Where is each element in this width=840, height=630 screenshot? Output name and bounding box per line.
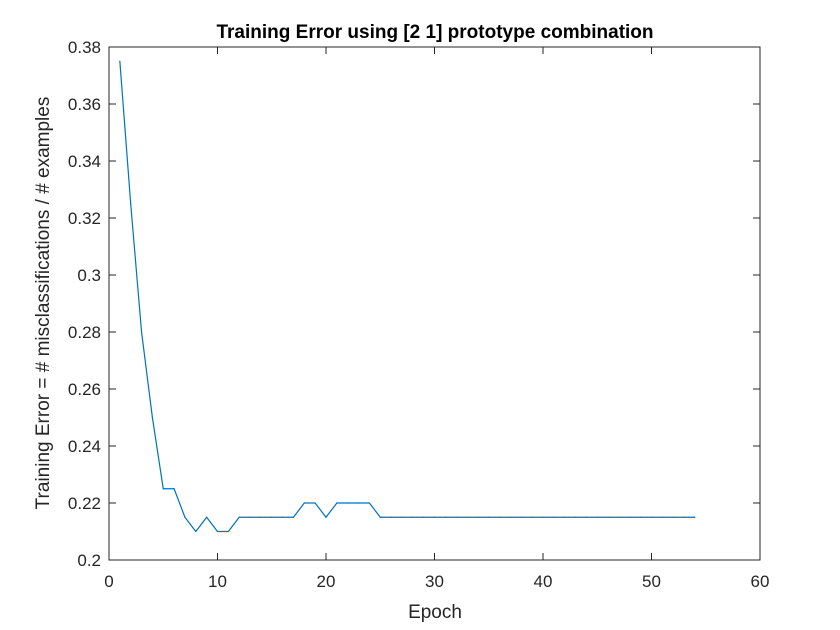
data-point [357, 502, 360, 504]
data-point [444, 516, 446, 518]
y-tick-label: 0.24 [68, 437, 101, 456]
x-axis: 0 10 20 30 40 50 60 [104, 47, 769, 591]
y-axis-label: Training Error = # misclassifications / … [33, 97, 54, 510]
data-point [542, 516, 544, 518]
data-point [477, 516, 479, 518]
data-point [650, 516, 653, 518]
y-tick-label: 0.22 [68, 494, 101, 513]
data-point [195, 530, 197, 533]
data-point [672, 516, 674, 518]
y-tick-label: 0.28 [68, 323, 101, 342]
x-tick-label: 20 [317, 572, 336, 591]
data-point [130, 203, 132, 205]
data-point [488, 516, 490, 518]
x-tick-label: 10 [208, 572, 227, 591]
data-point [336, 502, 338, 504]
x-tick-label: 50 [642, 572, 661, 591]
x-tick-label: 60 [751, 572, 770, 591]
data-point [184, 516, 186, 518]
data-point [249, 516, 251, 518]
data-point [119, 60, 121, 62]
data-point [553, 516, 555, 518]
data-point [140, 331, 143, 333]
data-point [173, 488, 175, 490]
y-tick-label: 0.2 [77, 551, 101, 570]
data-point [390, 516, 392, 518]
data-point [368, 502, 370, 504]
data-point [607, 516, 609, 518]
data-point [661, 516, 663, 518]
data-point [303, 502, 305, 504]
y-tick-label: 0.34 [68, 152, 101, 171]
data-point [596, 516, 598, 518]
x-tick-label: 0 [104, 572, 113, 591]
data-point [314, 502, 316, 504]
axes-box [108, 46, 761, 561]
data-point [401, 516, 403, 518]
data-point [499, 516, 501, 518]
data-point [520, 516, 522, 518]
data-point [531, 516, 533, 518]
data-point [640, 516, 642, 518]
data-point [564, 516, 566, 518]
data-point [694, 516, 696, 518]
data-point [574, 516, 577, 518]
data-point [206, 516, 208, 518]
data-point [260, 516, 262, 518]
data-point [618, 516, 620, 518]
y-tick-label: 0.32 [68, 209, 101, 228]
y-tick-label: 0.3 [77, 266, 101, 285]
data-point [455, 516, 457, 518]
data-point [423, 516, 425, 518]
plot-area: 0 10 20 30 40 50 60 0.2 0.22 0.24 0.26 0.28 0.3 0.32… [68, 38, 770, 591]
chart-title: Training Error using [2 1] prototype com… [216, 22, 653, 43]
data-point [347, 502, 349, 504]
x-tick-label: 30 [425, 572, 444, 591]
data-point [379, 516, 381, 518]
data-point [238, 516, 240, 518]
data-point [162, 488, 164, 490]
data-point [433, 516, 436, 518]
series-layer [119, 60, 696, 533]
y-tick-label: 0.36 [68, 95, 101, 114]
data-point [412, 516, 414, 518]
data-point [216, 530, 219, 533]
data-point [151, 416, 153, 419]
data-point [325, 516, 327, 518]
data-point [282, 516, 284, 518]
data-point [509, 516, 512, 518]
data-point [683, 516, 685, 518]
y-tick-label: 0.38 [68, 38, 101, 57]
data-point [629, 516, 631, 518]
y-tick-label: 0.26 [68, 380, 101, 399]
data-point [227, 530, 229, 533]
training-error-line [119, 61, 695, 533]
data-point [466, 516, 468, 518]
x-tick-label: 40 [534, 572, 553, 591]
y-axis: 0.2 0.22 0.24 0.26 0.28 0.3 0.32 0.34 0.36 0.38 [68, 38, 760, 570]
data-point [271, 516, 273, 518]
x-axis-label: Epoch [408, 602, 462, 623]
data-point [585, 516, 588, 518]
data-point [292, 516, 295, 518]
